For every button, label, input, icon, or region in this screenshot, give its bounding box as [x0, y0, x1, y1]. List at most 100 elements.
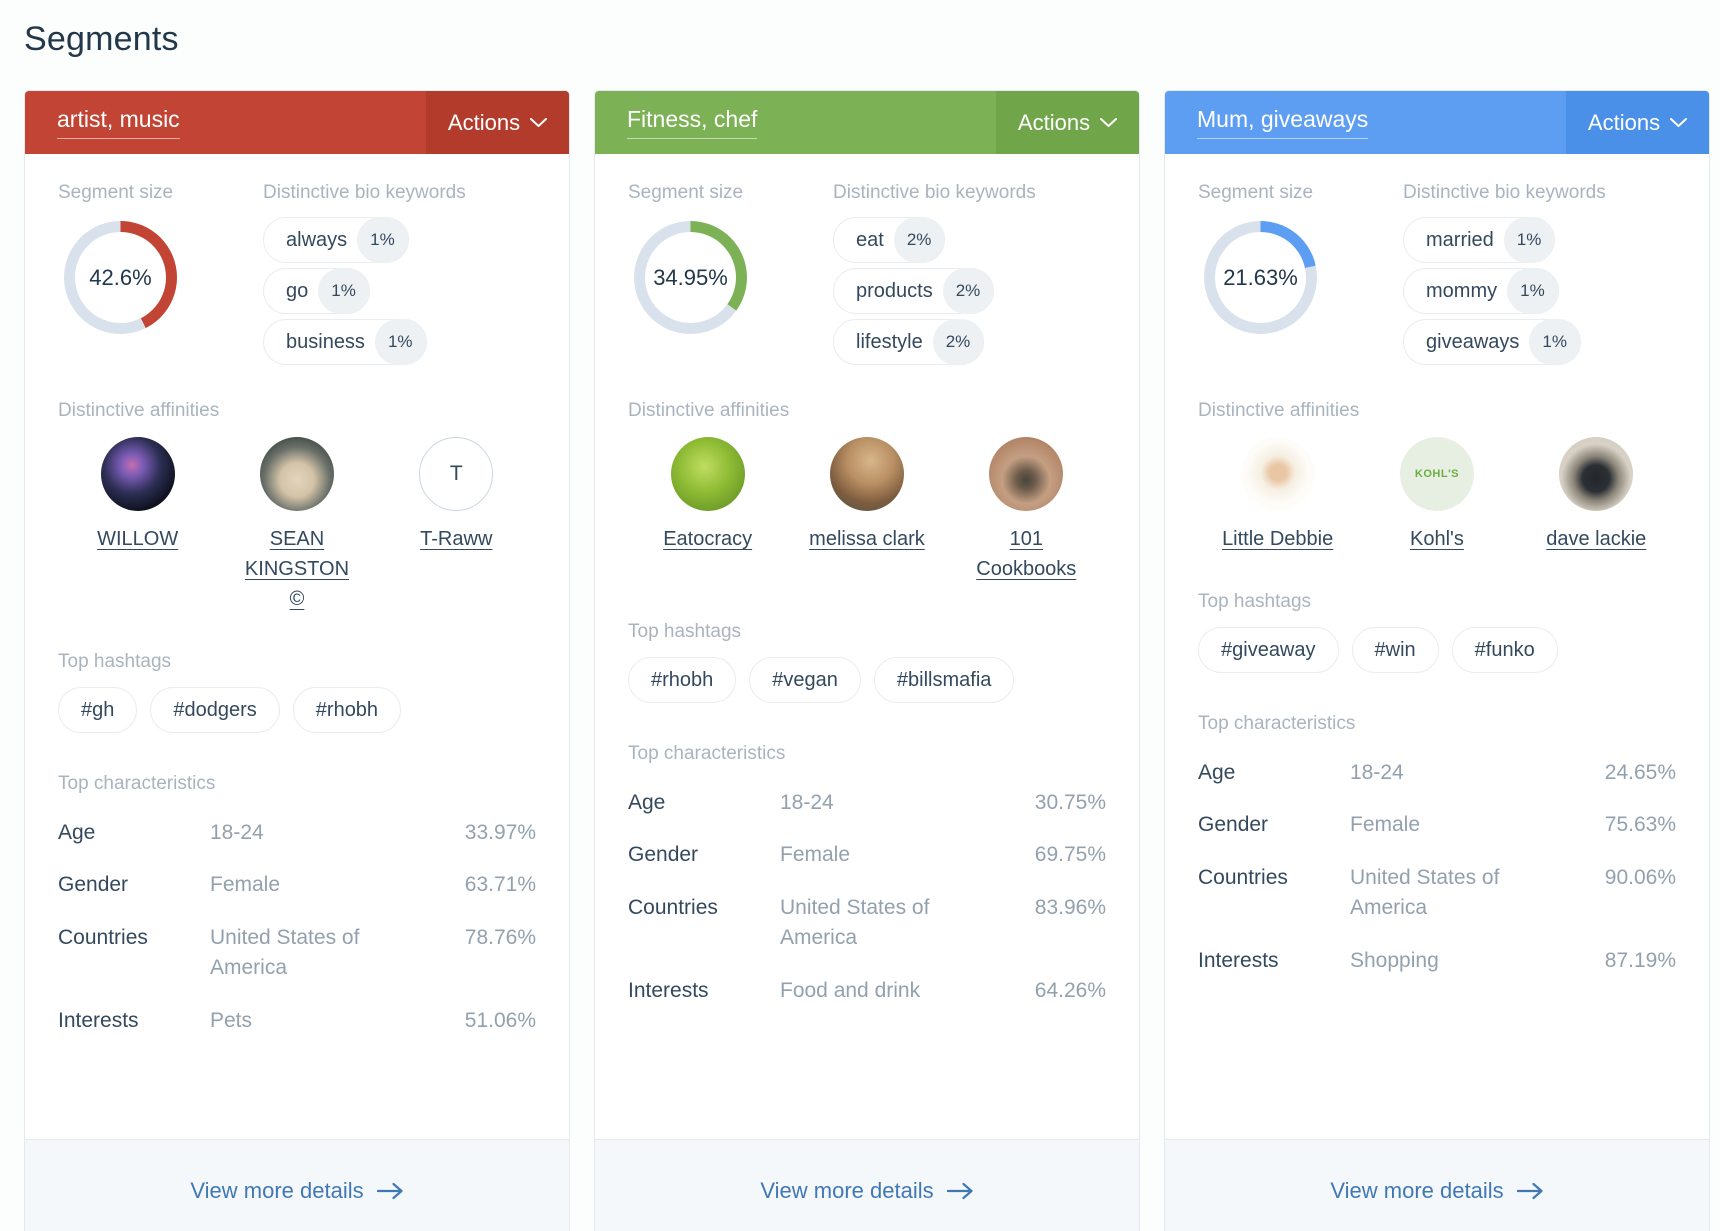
affinity-name[interactable]: Little Debbie	[1222, 528, 1334, 550]
char-key: Gender	[1198, 813, 1269, 837]
arrow-right-icon	[376, 1182, 403, 1200]
affinity-name[interactable]: WILLOW	[97, 528, 179, 550]
avatar-dave-lackie	[1559, 437, 1634, 511]
card-body: Segment size 21.63% Distinctive bio keyw…	[1165, 154, 1709, 1139]
affinity-dave-lackie[interactable]: dave lackie	[1517, 437, 1676, 554]
bio-keywords-label: Distinctive bio keywords	[833, 182, 1036, 203]
segment-name-link[interactable]: Mum, giveaways	[1197, 91, 1369, 154]
keyword-pill[interactable]: married 1%	[1403, 217, 1556, 263]
hashtag-pill[interactable]: #rhobh	[628, 657, 737, 703]
affinity-name[interactable]: Eatocracy	[663, 528, 753, 550]
affinity-little-debbie[interactable]: Little Debbie	[1198, 437, 1357, 554]
card-footer: View more details	[25, 1139, 569, 1231]
bio-keywords-label: Distinctive bio keywords	[263, 182, 466, 203]
char-value: 18-24	[210, 821, 264, 844]
char-value: Shopping	[1350, 948, 1439, 972]
affinity-melissa-clark[interactable]: melissa clark	[787, 437, 946, 584]
char-value: 18-24	[1350, 761, 1404, 784]
characteristic-row: Interests Pets 51.06%	[58, 992, 536, 1044]
hashtag-label: #funko	[1474, 638, 1535, 661]
characteristic-row: Age 18-24 24.65%	[1198, 744, 1676, 796]
segment-name[interactable]: Mum, giveaways	[1197, 106, 1369, 139]
view-more-details-label: View more details	[1330, 1178, 1504, 1203]
chevron-down-icon	[530, 117, 548, 127]
keyword-pill[interactable]: giveaways 1%	[1403, 319, 1581, 365]
segment-name-link[interactable]: artist, music	[57, 91, 180, 154]
affinity-101-cookbooks[interactable]: 101 Cookbooks	[947, 437, 1106, 584]
char-value: United States of America	[1350, 865, 1500, 920]
keyword-percent-badge: 2%	[893, 217, 945, 263]
arrow-right-icon	[1516, 1182, 1543, 1200]
char-key: Interests	[58, 1008, 139, 1032]
characteristic-row: Countries United States of America 78.76%	[58, 909, 536, 992]
hashtags-label: Top hashtags	[1198, 591, 1312, 612]
keyword-pill[interactable]: eat 2%	[833, 217, 946, 263]
segment-name[interactable]: artist, music	[57, 106, 180, 139]
keyword-percent-badge: 1%	[357, 217, 408, 263]
hashtag-pill[interactable]: #dodgers	[150, 687, 280, 733]
affinity-kohls[interactable]: KOHL'S Kohl's	[1357, 437, 1516, 554]
view-more-details-link[interactable]: View more details	[190, 1176, 403, 1206]
keyword-percent-badge: 1%	[1529, 319, 1580, 365]
view-more-details-label: View more details	[190, 1178, 364, 1203]
card-body: Segment size 34.95% Distinctive bio keyw…	[595, 154, 1139, 1139]
chevron-down-icon	[1670, 117, 1688, 127]
characteristics-table: Age 18-24 33.97% Gender Female 63.71% Countr…	[58, 804, 536, 1044]
char-percent: 78.76%	[464, 925, 536, 949]
hashtag-pill[interactable]: #giveaway	[1198, 627, 1339, 673]
card-header: Mum, giveaways Actions	[1165, 91, 1709, 154]
hashtag-pill[interactable]: #billsmafia	[873, 657, 1015, 703]
keyword-pill[interactable]: mommy 1%	[1403, 268, 1559, 314]
card-header: Fitness, chef Actions	[595, 91, 1139, 154]
hashtag-pill[interactable]: #vegan	[749, 657, 861, 703]
actions-button[interactable]: Actions	[996, 91, 1139, 154]
segment-name-link[interactable]: Fitness, chef	[627, 91, 758, 154]
keyword-pill[interactable]: lifestyle 2%	[833, 319, 985, 365]
affinity-name[interactable]: T-Raww	[420, 528, 493, 550]
hashtag-label: #rhobh	[315, 698, 379, 721]
affinity-t-raww[interactable]: T T-Raww	[377, 437, 536, 614]
keyword-pill[interactable]: business 1%	[263, 319, 427, 365]
affinities-label: Distinctive affinities	[58, 400, 220, 421]
hashtag-pill[interactable]: #win	[1351, 627, 1439, 673]
char-percent: 75.63%	[1604, 813, 1676, 837]
hashtag-label: #gh	[81, 698, 115, 721]
card-footer: View more details	[1165, 1139, 1709, 1231]
keyword-percent-badge: 1%	[318, 268, 369, 314]
char-key: Countries	[628, 895, 718, 919]
kohls-logo-text: KOHL'S	[1414, 468, 1460, 480]
affinity-name[interactable]: SEAN KINGSTON ©	[244, 528, 350, 610]
characteristic-row: Countries United States of America 83.96%	[628, 879, 1106, 962]
characteristic-row: Interests Food and drink 64.26%	[628, 962, 1106, 1014]
hashtag-label: #billsmafia	[896, 668, 992, 691]
actions-button[interactable]: Actions	[426, 91, 569, 154]
char-percent: 83.96%	[1034, 895, 1106, 919]
view-more-details-link[interactable]: View more details	[760, 1176, 973, 1206]
bio-keywords-label: Distinctive bio keywords	[1403, 182, 1606, 203]
avatar-eatocracy	[670, 437, 745, 511]
segment-card-artist-music: artist, music Actions Segment size 42.6%	[24, 90, 570, 1231]
actions-button[interactable]: Actions	[1566, 91, 1709, 154]
affinity-name[interactable]: melissa clark	[809, 528, 925, 550]
hashtag-pill[interactable]: #funko	[1451, 627, 1558, 673]
keyword-pill[interactable]: products 2%	[833, 268, 995, 314]
char-percent: 24.65%	[1604, 761, 1676, 784]
segment-size-label: Segment size	[1198, 182, 1314, 203]
hashtags-label: Top hashtags	[628, 621, 742, 642]
hashtag-pill[interactable]: #gh	[58, 687, 138, 733]
view-more-details-link[interactable]: View more details	[1330, 1176, 1543, 1206]
keyword-pill[interactable]: always 1%	[263, 217, 409, 263]
affinity-eatocracy[interactable]: Eatocracy	[628, 437, 787, 584]
hashtag-pill[interactable]: #rhobh	[292, 687, 402, 733]
affinity-name[interactable]: dave lackie	[1546, 528, 1647, 550]
affinity-willow[interactable]: WILLOW	[58, 437, 217, 614]
affinity-sean-kingston[interactable]: SEAN KINGSTON ©	[217, 437, 376, 614]
characteristic-row: Gender Female 75.63%	[1198, 796, 1676, 848]
char-percent: 30.75%	[1034, 791, 1106, 814]
affinity-name[interactable]: 101 Cookbooks	[976, 528, 1077, 580]
segment-name[interactable]: Fitness, chef	[627, 106, 758, 139]
char-value: United States of America	[210, 925, 360, 980]
char-key: Age	[628, 791, 666, 814]
affinity-name[interactable]: Kohl's	[1410, 528, 1464, 550]
keyword-pill[interactable]: go 1%	[263, 268, 370, 314]
